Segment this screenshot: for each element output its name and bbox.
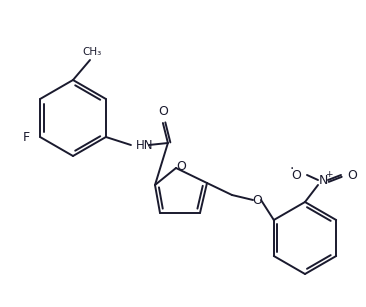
Text: O: O — [252, 193, 262, 207]
Text: O: O — [158, 105, 168, 118]
Text: ·: · — [290, 162, 294, 176]
Text: HN: HN — [136, 138, 153, 151]
Text: +: + — [325, 169, 333, 178]
Text: CH₃: CH₃ — [82, 47, 102, 57]
Text: N: N — [318, 173, 328, 186]
Text: O: O — [291, 169, 301, 181]
Text: O: O — [347, 169, 357, 181]
Text: F: F — [23, 130, 30, 143]
Text: O: O — [176, 160, 186, 173]
